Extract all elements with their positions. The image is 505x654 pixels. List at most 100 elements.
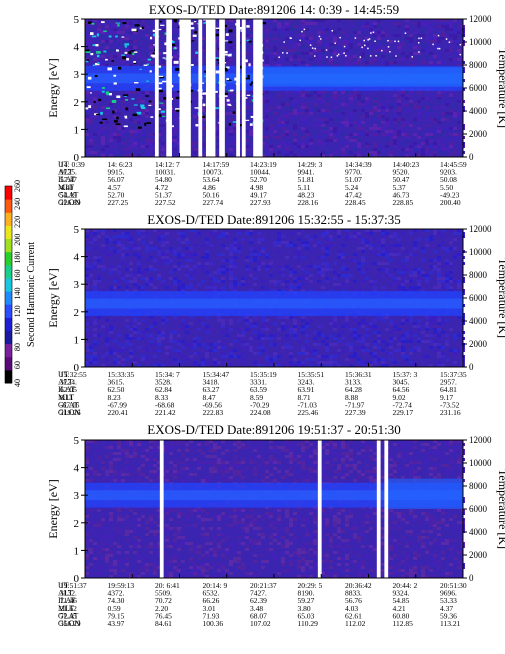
y-tick-label: 5 [74, 224, 80, 236]
spectrogram-cell [393, 337, 397, 340]
spectrogram-cell [317, 256, 321, 259]
spectrogram-cell [297, 142, 301, 145]
spectrogram-cell [113, 352, 117, 355]
spectrogram-cell [353, 238, 357, 241]
spectrogram-cell [85, 247, 89, 250]
spectrogram-cell [437, 37, 441, 40]
spectrogram-cell [333, 91, 337, 94]
spectrogram-cell [393, 247, 397, 250]
spectrogram-cell [281, 49, 285, 52]
spectrogram-cell [269, 280, 273, 283]
spectrogram-cell [389, 253, 393, 256]
spectrogram-cell [381, 244, 385, 247]
spectrogram-cell [409, 37, 413, 40]
spectrogram-cell [189, 343, 193, 346]
spectrogram-cell [209, 331, 213, 334]
y2-tick-label: 8000 [469, 270, 488, 280]
spectrogram-cell [85, 557, 89, 560]
spectrogram-cell [109, 49, 113, 52]
spectrogram-cell [145, 458, 149, 461]
spectrogram-cell [153, 286, 157, 289]
spectrogram-cell [353, 34, 357, 37]
spectrogram-cell [385, 34, 389, 37]
spectrogram-cell [353, 334, 357, 337]
spectrogram-cell [457, 283, 461, 286]
spectrogram-cell [145, 31, 149, 34]
spectrogram-cell [421, 148, 425, 151]
spectrogram-cell [449, 97, 453, 100]
spectrogram-cell [281, 262, 285, 265]
spectrogram-cell [193, 127, 197, 130]
spectrogram-cell [409, 145, 413, 148]
spectrogram-cell [137, 274, 141, 277]
spectrogram-cell [117, 334, 121, 337]
spectrogram-cell [117, 563, 121, 566]
spectrogram-cell [229, 127, 233, 130]
spectrogram-cell [269, 151, 273, 154]
spectrogram-cell [321, 109, 325, 112]
spectrogram-cell [373, 58, 377, 61]
spectrogram-cell [149, 452, 153, 455]
spectrogram-cell [265, 259, 269, 262]
spectrogram-cell [85, 328, 89, 331]
spectrogram-cell [173, 560, 177, 563]
spectrogram-cell [173, 118, 177, 121]
spectrogram-cell [281, 274, 285, 277]
spectrogram-cell [421, 250, 425, 253]
spectrogram-cell [317, 265, 321, 268]
spectrogram-cell [129, 343, 133, 346]
spectrogram-cell [145, 52, 149, 55]
noise-speck [85, 51, 90, 53]
spectrogram-cell [313, 22, 317, 25]
spectrogram-cell [149, 572, 153, 575]
spectrogram-cell [121, 551, 125, 554]
spectrogram-cell [325, 22, 329, 25]
spectrogram-cell [393, 142, 397, 145]
noise-dot [460, 54, 462, 56]
spectrogram-cell [373, 253, 377, 256]
spectrogram-cell [225, 355, 229, 358]
spectrogram-cell [109, 337, 113, 340]
spectrogram-cell [225, 58, 229, 61]
spectrogram-cell [293, 25, 297, 28]
info-cell: 227.93 [250, 198, 271, 207]
spectrogram-cell [297, 34, 301, 37]
spectrogram-cell [117, 31, 121, 34]
spectrogram-cell [369, 325, 373, 328]
spectrogram-cell [125, 551, 129, 554]
spectrogram-cell [445, 34, 449, 37]
spectrogram-cell [157, 238, 161, 241]
spectrogram-cell [129, 352, 133, 355]
spectrogram-cell [185, 319, 189, 322]
spectrogram-cell [117, 52, 121, 55]
spectrogram-cell [117, 271, 121, 274]
spectrogram-cell [381, 34, 385, 37]
spectrogram-cell [409, 40, 413, 43]
spectrogram-cell [169, 467, 173, 470]
data-gap [253, 19, 262, 157]
spectrogram-cell [413, 145, 417, 148]
spectrogram-cell [269, 361, 273, 364]
noise-speck [150, 116, 153, 118]
spectrogram-cell [113, 277, 117, 280]
spectrogram-cell [257, 346, 261, 349]
spectrogram-cell [449, 262, 453, 265]
spectrogram-cell [337, 46, 341, 49]
spectrogram-cell [121, 518, 125, 521]
spectrogram-cell [125, 253, 129, 256]
noise-speck [105, 59, 108, 61]
spectrogram-cell [245, 322, 249, 325]
spectrogram-cell [85, 316, 89, 319]
spectrogram-cell [325, 238, 329, 241]
spectrogram-cell [429, 235, 433, 238]
spectrogram-cell [373, 145, 377, 148]
spectrogram-cell [353, 91, 357, 94]
spectrogram-cell [365, 349, 369, 352]
noise-speck [225, 69, 228, 71]
spectrogram-cell [321, 274, 325, 277]
spectrogram-cell [165, 572, 169, 575]
spectrogram-cell [161, 283, 165, 286]
spectrogram-cell [345, 235, 349, 238]
noise-speck [225, 25, 227, 27]
spectrogram-cell [261, 286, 265, 289]
